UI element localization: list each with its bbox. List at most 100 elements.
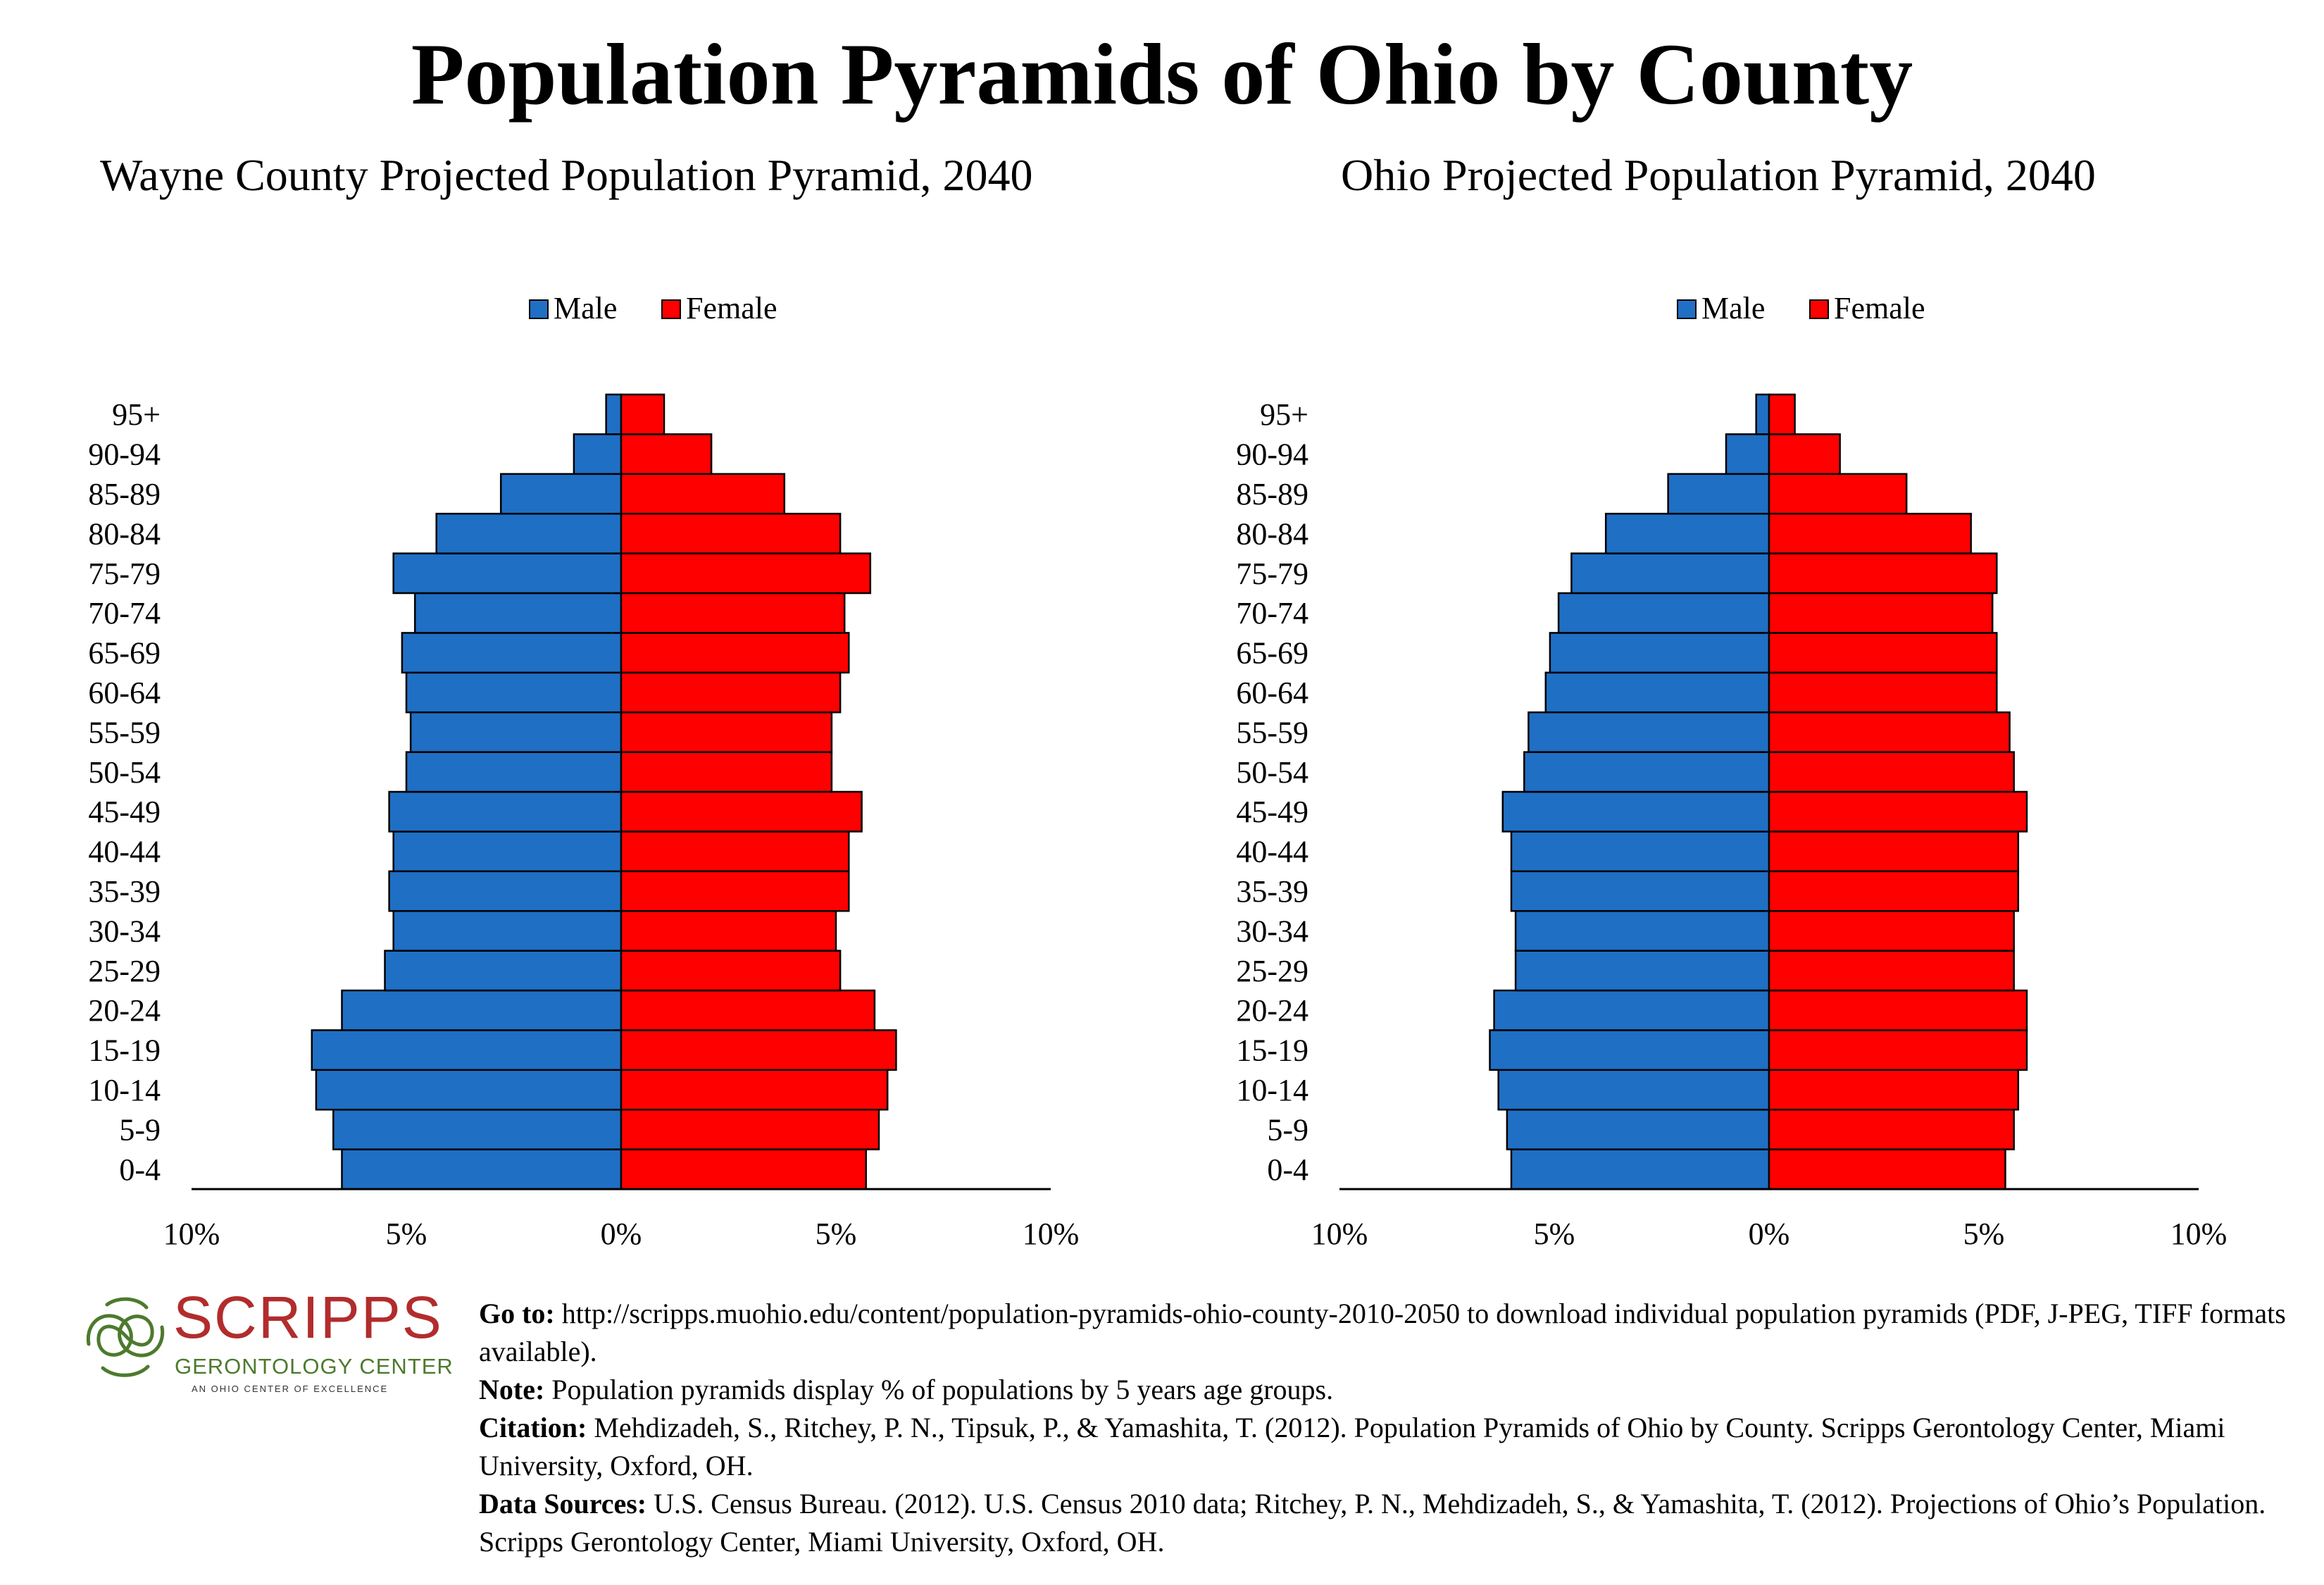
male-bar <box>1523 751 1770 793</box>
male-bar <box>413 592 623 634</box>
age-group-label: 40-44 <box>88 835 161 869</box>
male-bar <box>315 1069 623 1111</box>
note-label: Note: <box>479 1374 545 1405</box>
female-bar <box>1768 751 2015 793</box>
age-group-label: 25-29 <box>1236 954 1308 988</box>
citation-note: Citation: Mehdizadeh, S., Ritchey, P. N.… <box>479 1409 2310 1485</box>
age-group-label: 30-34 <box>88 914 161 948</box>
male-bar <box>392 552 623 595</box>
male-bar <box>1493 989 1770 1031</box>
legend-label: Male <box>554 291 617 325</box>
female-bar <box>620 950 842 992</box>
female-bar <box>620 751 833 793</box>
legend-label: Female <box>1834 291 1925 325</box>
age-group-label: 35-39 <box>1236 874 1308 909</box>
male-bar <box>1549 632 1770 674</box>
x-tick-label: 10% <box>1311 1217 1368 1251</box>
male-bar <box>1510 1148 1770 1191</box>
legend-swatch <box>1809 299 1829 319</box>
female-bar <box>1768 393 1796 435</box>
male-bar <box>1528 711 1770 753</box>
female-bar <box>1768 433 1841 476</box>
scripps-logo: SCRIPPS GERONTOLOGY CENTER AN OHIO CENTE… <box>83 1286 456 1399</box>
x-tick-label: 5% <box>1534 1217 1575 1251</box>
female-bar <box>620 473 786 515</box>
sources-label: Data Sources: <box>479 1488 647 1519</box>
female-bar <box>1768 950 2015 992</box>
legend-swatch <box>1677 299 1697 319</box>
female-bar <box>620 393 666 435</box>
citation-label: Citation: <box>479 1412 587 1443</box>
male-bar <box>1510 831 1770 873</box>
female-bar <box>1768 989 2028 1031</box>
age-group-label: 15-19 <box>88 1033 161 1068</box>
age-group-label: 80-84 <box>88 516 161 551</box>
age-group-label: 90-94 <box>1236 437 1308 472</box>
logo-wordmark: SCRIPPS <box>173 1284 443 1350</box>
female-bar <box>1768 632 1998 674</box>
age-group-label: 5-9 <box>1267 1112 1308 1147</box>
x-tick-label: 10% <box>163 1217 220 1251</box>
x-tick-label: 0% <box>601 1217 642 1251</box>
male-bar <box>1755 393 1770 435</box>
age-group-label: 30-34 <box>1236 914 1308 948</box>
male-bar <box>1604 512 1770 554</box>
wayne-pyramid-svg: Male Female 0-4 5-9 10-14 15-19 20-24 25-29 30-3… <box>88 291 1079 1251</box>
female-bar <box>1768 711 2011 753</box>
goto-note: Go to: http://scripps.muohio.edu/content… <box>479 1295 2310 1371</box>
male-bar <box>388 870 623 912</box>
male-bar <box>1514 950 1770 992</box>
sources-text: U.S. Census Bureau. (2012). U.S. Census … <box>479 1488 2266 1558</box>
age-group-label: 60-64 <box>88 676 161 710</box>
male-bar <box>311 1029 623 1071</box>
female-bar <box>620 552 872 595</box>
age-group-label: 90-94 <box>88 437 161 472</box>
age-group-label: 65-69 <box>88 636 161 671</box>
female-bar <box>1768 870 2020 912</box>
female-bar <box>620 512 842 554</box>
age-group-label: 10-14 <box>88 1073 161 1107</box>
female-bar <box>620 1108 880 1150</box>
age-group-label: 55-59 <box>1236 715 1308 750</box>
scripps-swirl-icon <box>86 1297 165 1377</box>
female-bar <box>620 790 863 833</box>
age-group-label: 80-84 <box>1236 516 1308 551</box>
male-bar <box>401 632 623 674</box>
female-bar <box>620 1029 897 1071</box>
male-bar <box>332 1108 623 1150</box>
age-group-label: 70-74 <box>1236 596 1308 630</box>
male-bar <box>1501 790 1770 833</box>
age-group-label: 75-79 <box>1236 557 1308 591</box>
male-bar <box>1544 671 1770 714</box>
male-bar <box>409 711 623 753</box>
ohio-pyramid-chart: Ohio Projected Population Pyramid, 2040 … <box>1148 141 2303 1268</box>
female-bar <box>1768 1069 2020 1111</box>
age-group-label: 45-49 <box>88 795 161 829</box>
male-bar <box>388 790 623 833</box>
footer-notes: Go to: http://scripps.muohio.edu/content… <box>479 1295 2310 1561</box>
male-bar <box>1506 1108 1770 1150</box>
page-title: Population Pyramids of Ohio by County <box>411 26 1913 123</box>
female-bar <box>1768 671 1998 714</box>
male-bar <box>341 1148 623 1191</box>
female-bar <box>1768 473 1908 515</box>
x-tick-label: 0% <box>1749 1217 1790 1251</box>
female-bar <box>620 671 842 714</box>
age-group-label: 0-4 <box>1267 1152 1308 1187</box>
age-group-label: 45-49 <box>1236 795 1308 829</box>
female-bar <box>620 989 876 1031</box>
male-bar <box>1570 552 1770 595</box>
female-bar <box>1768 909 2015 952</box>
legend-label: Female <box>686 291 777 325</box>
male-bar <box>405 671 623 714</box>
age-group-label: 20-24 <box>88 993 161 1028</box>
male-bar <box>341 989 623 1031</box>
male-bar <box>499 473 623 515</box>
male-bar <box>1514 909 1770 952</box>
legend-swatch <box>529 299 549 319</box>
male-bar <box>1510 870 1770 912</box>
male-bar <box>605 393 623 435</box>
age-group-label: 55-59 <box>88 715 161 750</box>
age-group-label: 75-79 <box>88 557 161 591</box>
legend-label: Male <box>1701 291 1765 325</box>
